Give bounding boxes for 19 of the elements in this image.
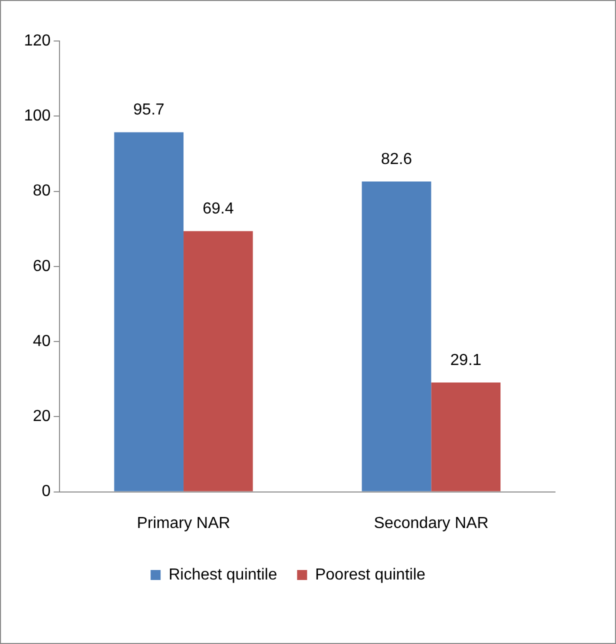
y-tick-label: 20 xyxy=(32,408,51,426)
y-tick-label: 120 xyxy=(24,32,51,50)
x-tick-label: Primary NAR xyxy=(136,514,230,532)
x-tick-label: Secondary NAR xyxy=(374,514,489,532)
y-tick-label: 60 xyxy=(32,258,51,275)
y-tick-label: 100 xyxy=(24,108,51,125)
bar xyxy=(114,132,184,492)
bar xyxy=(184,231,253,492)
data-label: 69.4 xyxy=(202,200,234,218)
y-tick-label: 0 xyxy=(42,483,51,500)
bar xyxy=(431,382,501,492)
y-tick-label: 40 xyxy=(32,332,51,350)
legend-label: Poorest quintile xyxy=(315,566,426,584)
data-label: 82.6 xyxy=(380,150,412,168)
y-tick-label: 80 xyxy=(32,182,51,200)
data-label: 95.7 xyxy=(133,102,165,119)
legend-label: Richest quintile xyxy=(168,566,278,584)
bar xyxy=(362,182,432,492)
data-label: 29.1 xyxy=(450,352,482,369)
